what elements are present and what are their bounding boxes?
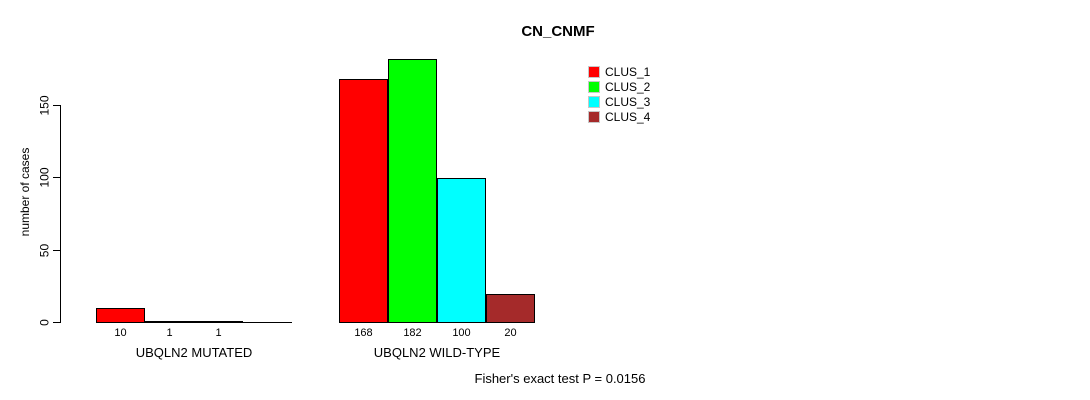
legend-swatch-icon <box>588 110 600 123</box>
bar-clus_3-group2 <box>437 178 486 323</box>
bar-value-label: 182 <box>403 327 422 339</box>
legend-swatch-icon <box>588 95 600 108</box>
y-tick-label: 100 <box>37 167 52 188</box>
legend-item-clus_3: CLUS_3 <box>588 94 650 109</box>
legend-label: CLUS_3 <box>605 94 651 109</box>
x-category-label: UBQLN2 MUTATED <box>135 345 253 360</box>
bar-clus_4-group2 <box>486 294 535 323</box>
y-tick-mark <box>53 250 60 251</box>
y-axis-title: number of cases <box>18 147 32 237</box>
legend-swatch-icon <box>588 65 600 78</box>
y-tick-label: 0 <box>37 319 52 326</box>
legend-item-clus_1: CLUS_1 <box>588 64 650 79</box>
fisher-test-annotation: Fisher's exact test P = 0.0156 <box>474 371 646 386</box>
bar-value-label: 1 <box>166 327 173 339</box>
chart-title: CN_CNMF <box>521 23 595 40</box>
bar-clus_1-group1 <box>96 308 145 323</box>
legend-item-clus_4: CLUS_4 <box>588 109 650 124</box>
legend-label: CLUS_2 <box>605 79 651 94</box>
bar-clus_3-group1 <box>194 321 243 323</box>
y-tick-mark <box>53 105 60 106</box>
bar-value-label: 10 <box>114 327 127 339</box>
bar-clus_4-group1 <box>243 322 292 323</box>
bar-value-label: 100 <box>452 327 471 339</box>
x-category-label: UBQLN2 WILD-TYPE <box>373 345 501 360</box>
y-tick-label: 50 <box>37 243 52 258</box>
legend: CLUS_1 CLUS_2 CLUS_3 CLUS_4 <box>588 64 650 124</box>
bar-value-label: 20 <box>504 327 517 339</box>
y-tick-label: 150 <box>37 95 52 116</box>
bar-clus_2-group2 <box>388 59 437 323</box>
y-tick-mark <box>53 177 60 178</box>
bar-value-label: 168 <box>354 327 373 339</box>
y-axis-line <box>60 104 61 323</box>
legend-label: CLUS_1 <box>605 64 651 79</box>
legend-label: CLUS_4 <box>605 109 651 124</box>
bar-clus_2-group1 <box>145 321 194 323</box>
y-tick-mark <box>53 322 60 323</box>
bar-value-label: 1 <box>215 327 222 339</box>
legend-swatch-icon <box>588 80 600 93</box>
bar-clus_1-group2 <box>339 79 388 323</box>
legend-item-clus_2: CLUS_2 <box>588 79 650 94</box>
